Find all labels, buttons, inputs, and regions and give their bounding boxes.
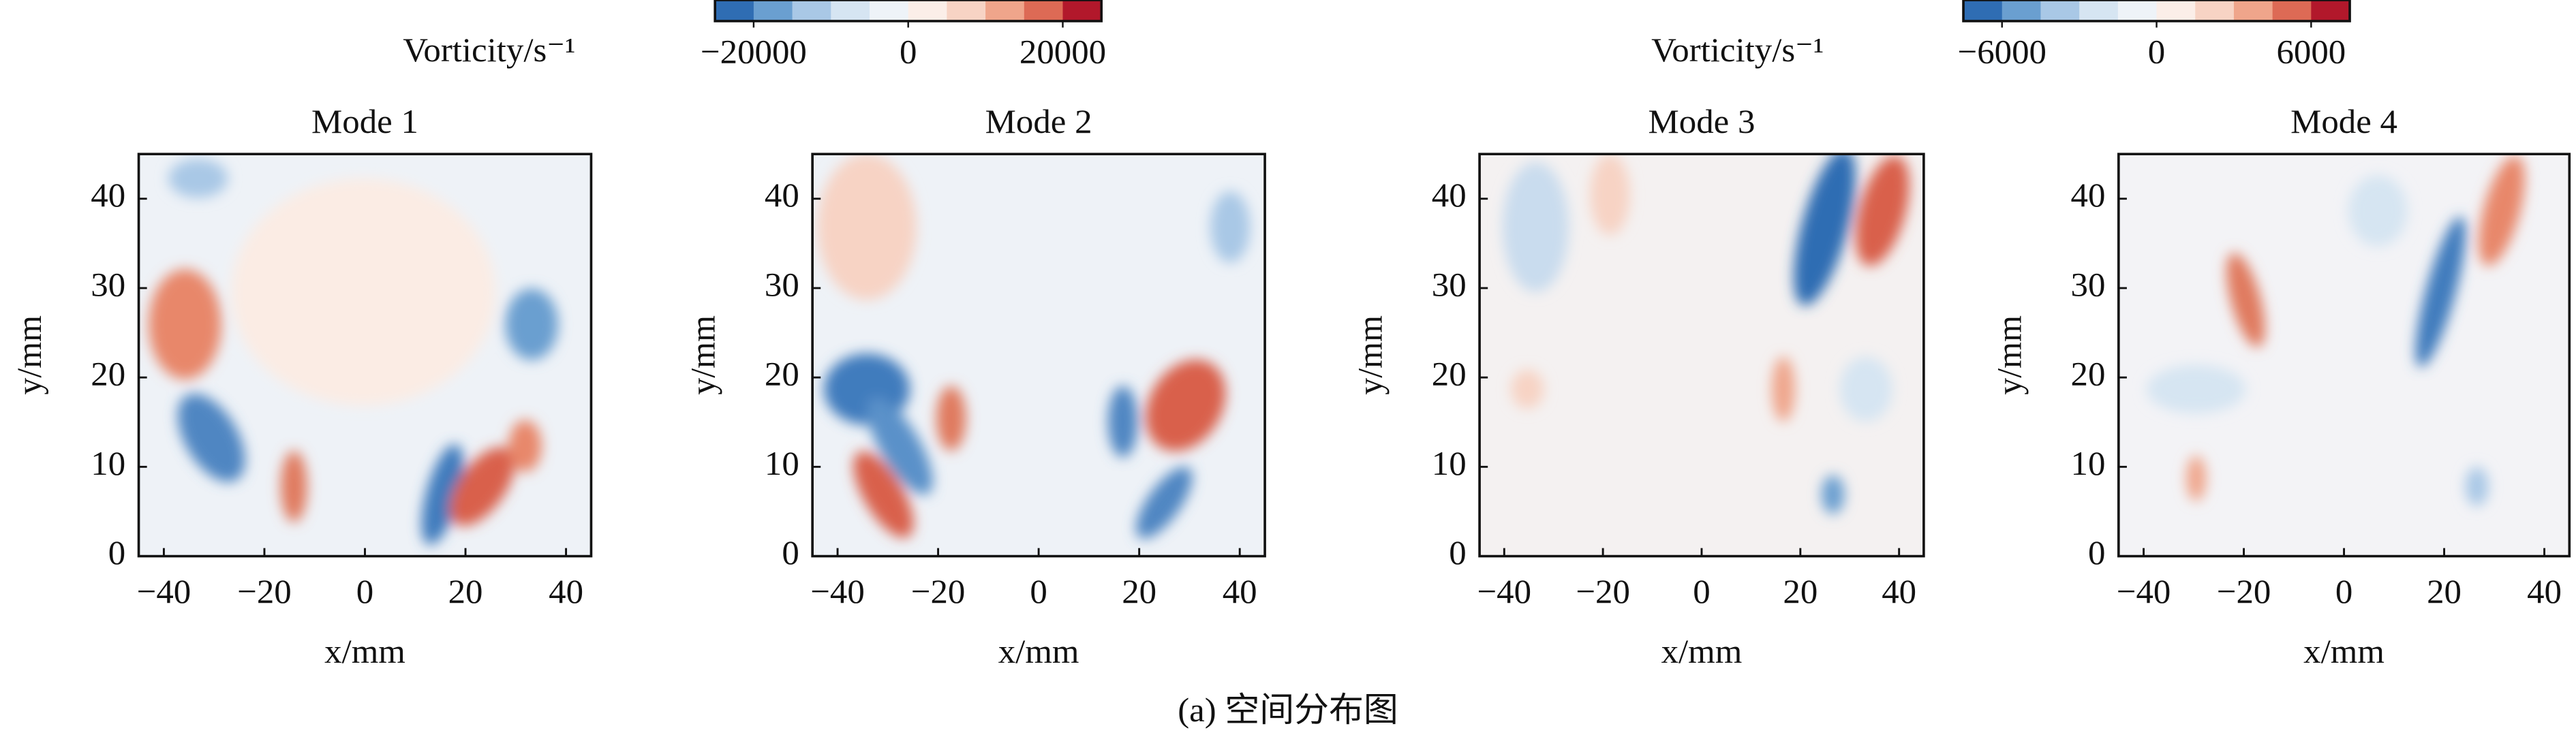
colorbar-segment <box>2040 0 2080 21</box>
colorbar-tick-label: −20000 <box>701 33 807 71</box>
y-tick-label: 40 <box>2071 176 2106 215</box>
colorbar-segment <box>715 0 754 21</box>
plot-title: Mode 4 <box>2290 102 2397 140</box>
y-axis-label: y/mm <box>684 315 722 395</box>
y-tick-label: 10 <box>765 444 799 482</box>
y-tick-label: 0 <box>782 533 799 571</box>
y-tick-label: 10 <box>2071 444 2106 482</box>
x-tick-label: 0 <box>1030 573 1047 611</box>
colorbar-segment <box>1024 0 1064 21</box>
x-tick-label: 20 <box>1783 573 1818 611</box>
y-tick-label: 10 <box>1432 444 1467 482</box>
colorbar-segment <box>985 0 1025 21</box>
colorbar-label: Vorticity/s⁻¹ <box>403 31 575 69</box>
x-axis-label: x/mm <box>2303 633 2385 671</box>
plot-title: Mode 1 <box>311 102 418 140</box>
colorbar-segment <box>2233 0 2273 21</box>
x-tick-label: −40 <box>2117 573 2171 611</box>
colorbar-segment <box>2156 0 2196 21</box>
y-tick-label: 30 <box>91 266 125 304</box>
x-tick-label: 40 <box>549 573 583 611</box>
y-tick-label: 0 <box>108 533 125 571</box>
y-axis-label: y/mm <box>1990 315 2028 395</box>
colorbar-tick-label: 0 <box>2148 33 2165 71</box>
x-tick-label: −20 <box>911 573 966 611</box>
x-tick-label: −20 <box>1576 573 1630 611</box>
colorbar-segment <box>831 0 870 21</box>
x-tick-label: 40 <box>1882 573 1916 611</box>
colorbar-segment <box>2079 0 2119 21</box>
colorbar-tick-label: 6000 <box>2276 33 2346 71</box>
y-tick-label: 30 <box>765 266 799 304</box>
y-tick-label: 0 <box>1449 533 1466 571</box>
y-tick-label: 40 <box>765 176 799 215</box>
x-axis-label: x/mm <box>1661 633 1743 671</box>
x-tick-label: 40 <box>2527 573 2562 611</box>
colorbar-segment <box>2117 0 2158 21</box>
colorbar-label: Vorticity/s⁻¹ <box>1651 31 1824 69</box>
field <box>2118 154 2570 556</box>
x-tick-label: 0 <box>2335 573 2352 611</box>
x-tick-label: 20 <box>2427 573 2462 611</box>
y-tick-label: 40 <box>1432 176 1467 215</box>
x-tick-label: 40 <box>1223 573 1257 611</box>
x-axis-label: x/mm <box>324 633 405 671</box>
x-tick-label: 0 <box>356 573 373 611</box>
caption: (a) 空间分布图 <box>1178 691 1398 729</box>
colorbar-segment <box>2195 0 2235 21</box>
colorbar-segment <box>1062 0 1102 21</box>
y-tick-label: 10 <box>91 444 125 482</box>
field <box>138 154 592 556</box>
colorbar-tick-label: 0 <box>900 33 917 71</box>
colorbar-segment <box>2272 0 2312 21</box>
field <box>1479 154 1924 556</box>
y-tick-label: 30 <box>2071 266 2106 304</box>
y-tick-label: 40 <box>91 176 125 215</box>
plot-title: Mode 2 <box>985 102 1092 140</box>
x-tick-label: 20 <box>1122 573 1156 611</box>
y-tick-label: 20 <box>1432 355 1467 393</box>
y-axis-label: y/mm <box>1351 315 1389 395</box>
colorbar-segment <box>2311 0 2350 21</box>
y-tick-label: 20 <box>765 355 799 393</box>
colorbar-segment <box>908 0 948 21</box>
y-tick-label: 30 <box>1432 266 1467 304</box>
colorbar-tick-label: −6000 <box>1958 33 2046 71</box>
x-tick-label: 20 <box>448 573 483 611</box>
colorbar-segment <box>947 0 986 21</box>
x-tick-label: 0 <box>1693 573 1710 611</box>
x-tick-label: −20 <box>2217 573 2271 611</box>
y-tick-label: 20 <box>91 355 125 393</box>
colorbar-segment <box>2002 0 2042 21</box>
colorbar-tick-label: 20000 <box>1019 33 1106 71</box>
y-tick-label: 0 <box>2088 533 2105 571</box>
colorbar-segment <box>753 0 793 21</box>
colorbar-segment <box>792 0 832 21</box>
x-axis-label: x/mm <box>998 633 1079 671</box>
x-tick-label: −40 <box>1477 573 1531 611</box>
colorbar-segment <box>1963 0 2003 21</box>
plot-title: Mode 3 <box>1649 102 1755 140</box>
x-tick-label: −40 <box>137 573 191 611</box>
y-tick-label: 20 <box>2071 355 2106 393</box>
y-axis-label: y/mm <box>10 315 48 395</box>
field <box>812 154 1266 556</box>
x-tick-label: −20 <box>237 573 292 611</box>
x-tick-label: −40 <box>810 573 865 611</box>
colorbar-segment <box>869 0 909 21</box>
